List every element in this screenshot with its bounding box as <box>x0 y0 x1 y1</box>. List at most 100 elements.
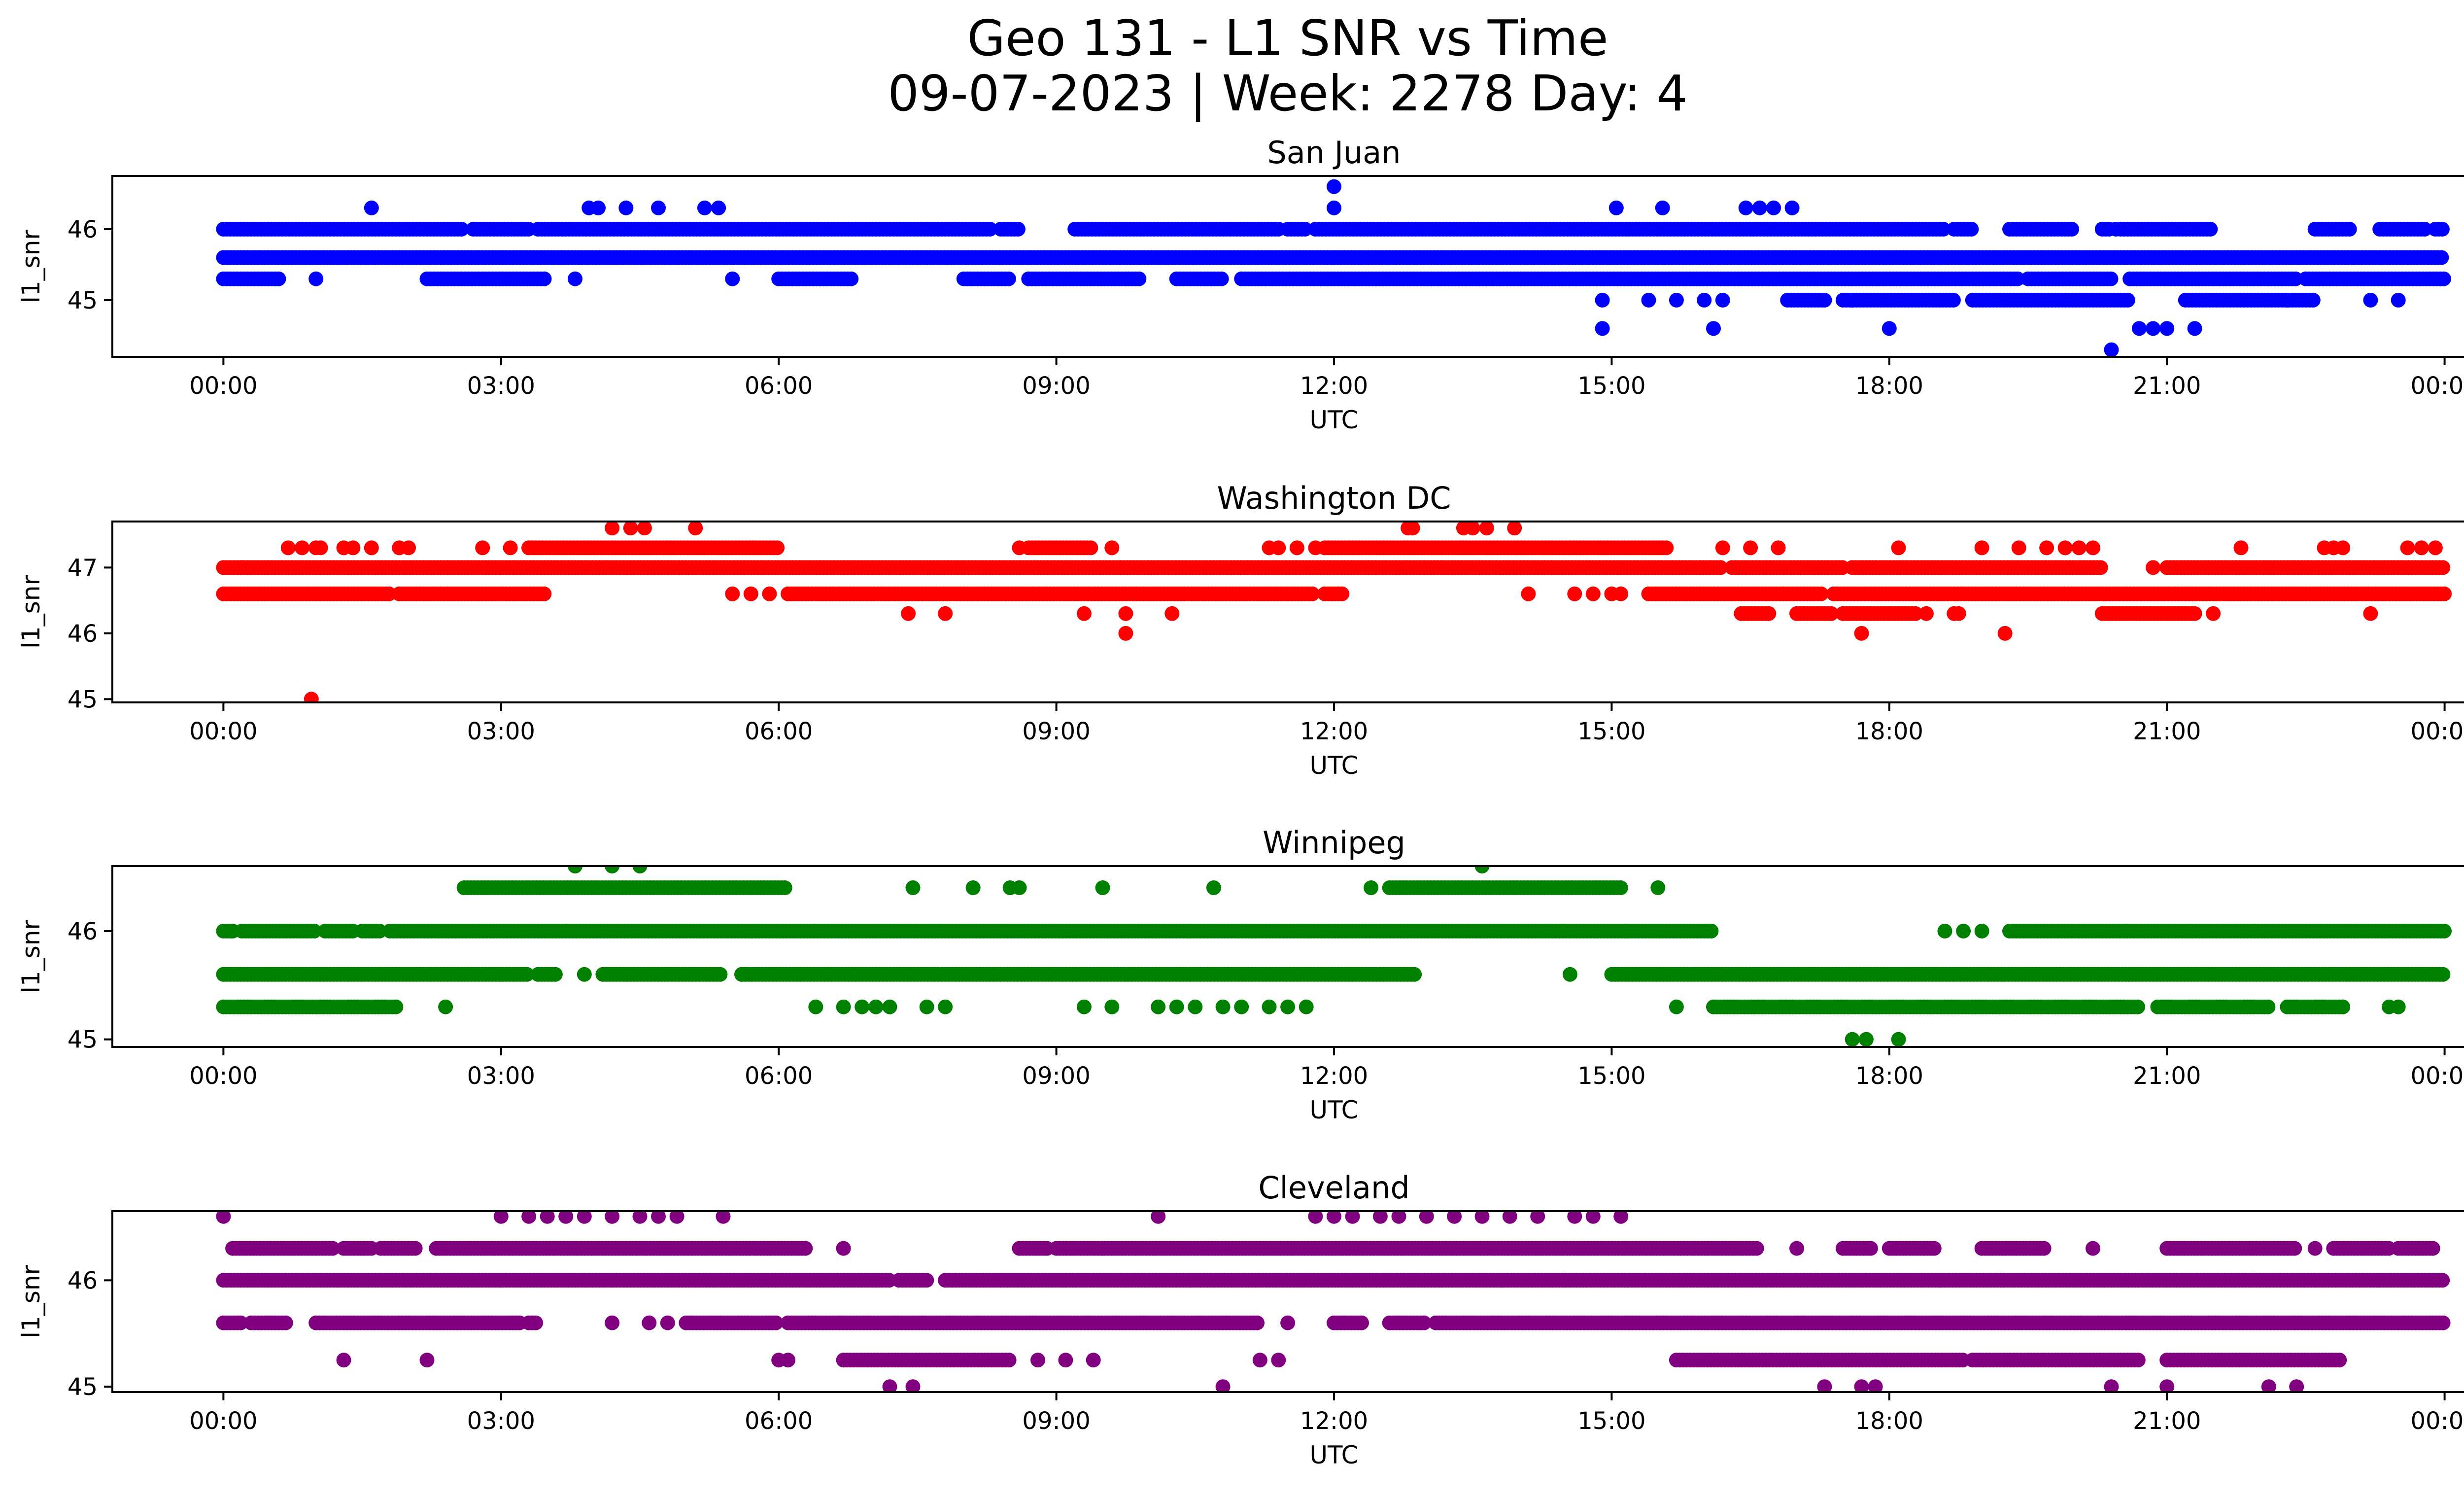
data-point <box>2414 540 2429 555</box>
data-point <box>1118 626 1133 641</box>
data-point <box>1299 1000 1314 1014</box>
data-point <box>1609 201 1624 215</box>
data-point <box>1308 540 1323 555</box>
scatter-points <box>216 859 2452 1047</box>
data-point <box>475 540 490 555</box>
data-point <box>1836 606 1850 621</box>
data-point <box>1077 1000 1092 1014</box>
data-point <box>1951 606 1966 621</box>
data-point <box>2121 293 2135 308</box>
data-point <box>2260 1000 2275 1014</box>
data-point <box>1234 1000 1249 1014</box>
x-axis-label: UTC <box>1309 406 1358 434</box>
subplot-title: San Juan <box>1267 135 1401 171</box>
data-point <box>1521 587 1536 601</box>
x-tick-label: 21:00 <box>2133 372 2201 400</box>
data-point <box>1814 587 1829 601</box>
data-point <box>1563 967 1577 982</box>
data-point <box>2206 606 2221 621</box>
data-point <box>778 880 792 895</box>
data-point <box>1743 540 1758 555</box>
data-point <box>1761 606 1776 621</box>
data-point <box>711 201 726 215</box>
data-point <box>2058 540 2073 555</box>
data-point <box>1739 201 1753 215</box>
data-point <box>1859 1032 1874 1047</box>
data-point <box>1507 521 1522 535</box>
x-tick-label: 15:00 <box>1577 1062 1645 1090</box>
data-point <box>1613 587 1628 601</box>
x-axis-label: UTC <box>1309 751 1358 780</box>
data-point <box>2188 606 2202 621</box>
data-point <box>235 560 249 575</box>
data-point <box>1280 1000 1295 1014</box>
data-point <box>2436 272 2451 286</box>
data-point <box>1271 540 1286 555</box>
data-point <box>2435 967 2450 982</box>
data-point <box>2435 222 2450 237</box>
data-point <box>883 1000 897 1014</box>
figure-title-line-1: Geo 131 - L1 SNR vs Time <box>0 11 2464 66</box>
scatter-points <box>216 521 2452 706</box>
data-point <box>1891 1032 1906 1047</box>
x-tick-label: 18:00 <box>1855 1062 1923 1090</box>
data-point <box>2335 1000 2350 1014</box>
data-point <box>345 540 360 555</box>
data-point <box>844 272 858 286</box>
data-point <box>364 540 379 555</box>
data-point <box>388 1000 403 1014</box>
scatter-points <box>216 179 2451 357</box>
data-point <box>1104 540 1119 555</box>
data-point <box>521 540 536 555</box>
data-point <box>2400 540 2415 555</box>
data-point <box>725 272 740 286</box>
x-tick-label: 15:00 <box>1577 718 1645 745</box>
data-point <box>1595 293 1610 308</box>
data-point <box>1882 321 1897 336</box>
data-point <box>725 587 740 601</box>
data-point <box>1466 521 1480 535</box>
data-point <box>770 540 785 555</box>
data-point <box>2159 321 2174 336</box>
data-point <box>364 201 379 215</box>
data-point <box>2064 222 2079 237</box>
data-point <box>2363 293 2378 308</box>
data-point <box>281 540 296 555</box>
x-tick-label: 03:00 <box>467 372 535 400</box>
x-tick-label: 03:00 <box>467 1062 535 1090</box>
data-point <box>1655 201 1670 215</box>
data-point <box>548 967 563 982</box>
data-point <box>1715 293 1730 308</box>
data-point <box>1946 293 1961 308</box>
data-point <box>2086 540 2100 555</box>
data-point <box>295 540 309 555</box>
data-point <box>2093 560 2108 575</box>
y-axis-label: l1_snr <box>17 230 45 303</box>
data-point <box>836 1000 851 1014</box>
data-point <box>1845 1032 1860 1047</box>
data-point <box>1479 521 1494 535</box>
data-point <box>1891 540 1906 555</box>
data-point <box>1405 521 1420 535</box>
x-axis-label: UTC <box>1309 1096 1358 1124</box>
data-point <box>2306 293 2321 308</box>
data-point <box>855 1000 869 1014</box>
data-point <box>605 521 619 535</box>
data-point <box>1715 540 1730 555</box>
data-point <box>304 692 319 706</box>
data-point <box>637 521 652 535</box>
data-point <box>623 521 638 535</box>
data-point <box>734 967 749 982</box>
data-point <box>1854 626 1869 641</box>
data-point <box>2188 321 2202 336</box>
data-point <box>901 606 916 621</box>
data-point <box>308 272 323 286</box>
data-point <box>1785 201 1800 215</box>
x-tick-label: 03:00 <box>467 718 535 745</box>
data-point <box>2146 560 2160 575</box>
data-point <box>1956 924 1971 939</box>
x-tick-label: 09:00 <box>1022 1062 1090 1090</box>
